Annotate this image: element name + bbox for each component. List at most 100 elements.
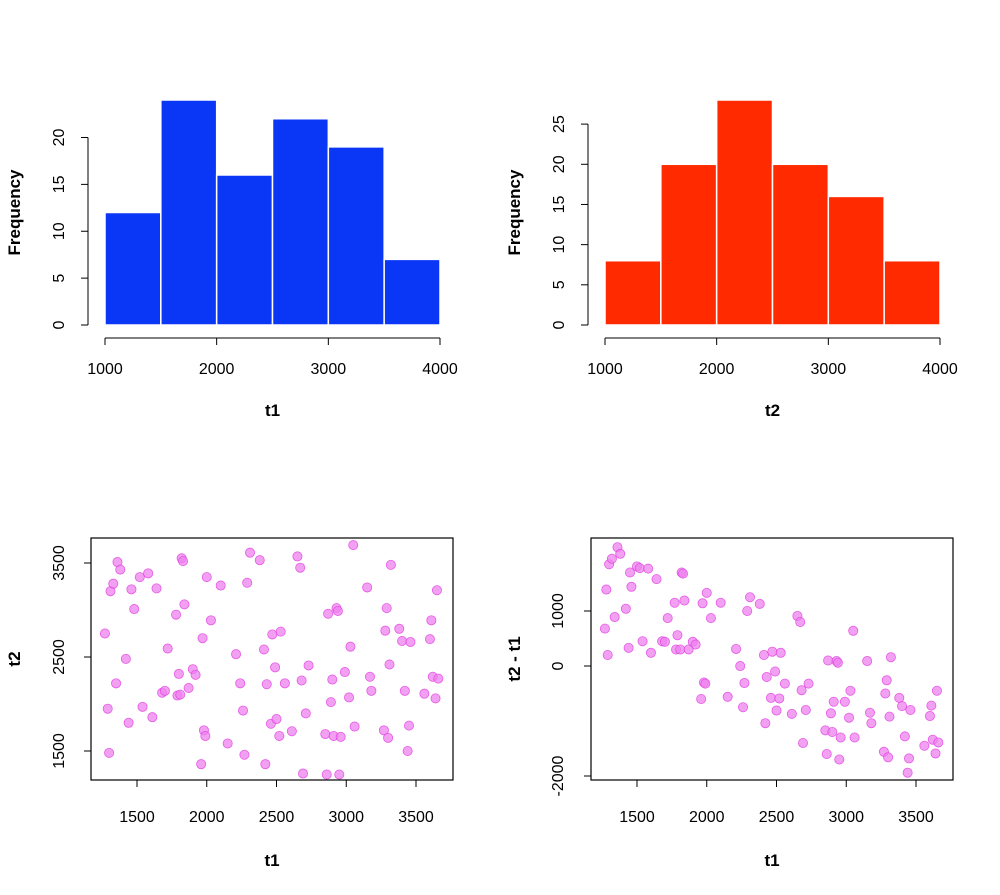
scatter-point [433,673,444,684]
scatter-point [844,712,855,723]
histogram-bar [660,163,718,326]
scatter-point [115,564,126,575]
histogram-bar [327,146,385,326]
scatter-point [104,747,115,758]
scatter-point [254,555,265,566]
scatter-point [849,732,860,743]
y-tick-label: 5 [51,274,68,283]
scatter-point [637,636,648,647]
scatter-point [385,559,396,570]
histogram-bar [883,259,941,326]
scatter-point [143,568,154,579]
scatter-point [735,661,746,672]
scatter-point [845,685,856,696]
scatter-point [774,693,785,704]
scatter-point [679,595,690,606]
scatter-point [902,767,913,778]
scatter-point [380,625,391,636]
scatter-point [178,556,189,567]
scatter-point [825,708,836,719]
scatter-point [348,540,359,551]
y-tick-label: 2500 [51,639,68,675]
scatter-point [919,740,930,751]
y-tick-label: 3500 [51,545,68,581]
scatter-point [424,634,435,645]
scatter-point [332,605,343,616]
x-tick-label: 1000 [87,361,123,378]
histogram-bar [383,258,441,326]
scatter-point [231,649,242,660]
x-tick-label: 4000 [922,361,958,378]
scatter-point [758,650,769,661]
scatter-point [675,644,686,655]
scatter-point [190,669,201,680]
scatter-point [862,656,873,667]
scatter-point [731,643,742,654]
scatter-point [662,613,673,624]
x-axis-title: t1 [764,851,779,870]
scatter-point [770,666,781,677]
scatter-point [320,729,331,740]
scatter-point [296,675,307,686]
scatter-point [659,636,670,647]
scatter-point [275,626,286,637]
scatter-point [832,657,843,668]
scatter-point [796,685,807,696]
x-axis-title: t1 [264,851,279,870]
y-tick-label: 25 [551,115,568,133]
scatter-point [349,721,360,732]
scatter-point [205,615,216,626]
scatter-point [323,608,334,619]
y-tick-label: 20 [51,129,68,147]
scatter-point [394,623,405,634]
scatter-point [798,738,809,749]
scatter-point [786,708,797,719]
scatter-point [321,769,332,780]
scatter-point [609,612,620,623]
scatter-point [672,630,683,641]
y-tick-label: 0 [551,320,568,329]
scatter-point [258,644,269,655]
scatter-point [905,705,916,716]
scatter-point [123,717,134,728]
scatter-point [126,584,137,595]
scatter-point [828,696,839,707]
scatter-point [930,748,941,759]
scatter-point [384,659,395,670]
scatter-point [426,615,437,626]
y-tick-label: -2000 [550,755,567,796]
scatter-point [926,700,937,711]
scatter-point [683,644,694,655]
y-axis-title: Frequency [5,169,24,256]
scatter-point [399,685,410,696]
scatter-point [754,598,765,609]
x-tick-label: 2500 [759,809,795,826]
scatter-point [419,688,430,699]
scatter-point [848,625,859,636]
scatter-point [606,553,617,564]
x-tick-label: 2500 [259,809,295,826]
scatter-point [697,598,708,609]
scatter-point [175,689,186,700]
scatter-point [108,578,119,589]
scatter-point [823,655,834,666]
scatter-point [271,714,282,725]
scatter-point [924,711,935,722]
scatter-point [111,678,122,689]
scatter-point [839,696,850,707]
y-axis-title: t2 - t1 [505,636,524,681]
scatter-point [325,697,336,708]
scatter-point [102,703,113,714]
x-tick-label: 3000 [311,361,347,378]
y-axis-title: t2 [5,651,24,666]
scatter-point [339,667,350,678]
scatter-point [183,683,194,694]
scatter-point [626,581,637,592]
scatter-point [744,592,755,603]
scatter-point [742,606,753,617]
histogram-bar [604,259,662,326]
scatter-point [767,646,778,657]
scatter-point [260,759,271,770]
scatter-point [722,691,733,702]
scatter-point [151,583,162,594]
